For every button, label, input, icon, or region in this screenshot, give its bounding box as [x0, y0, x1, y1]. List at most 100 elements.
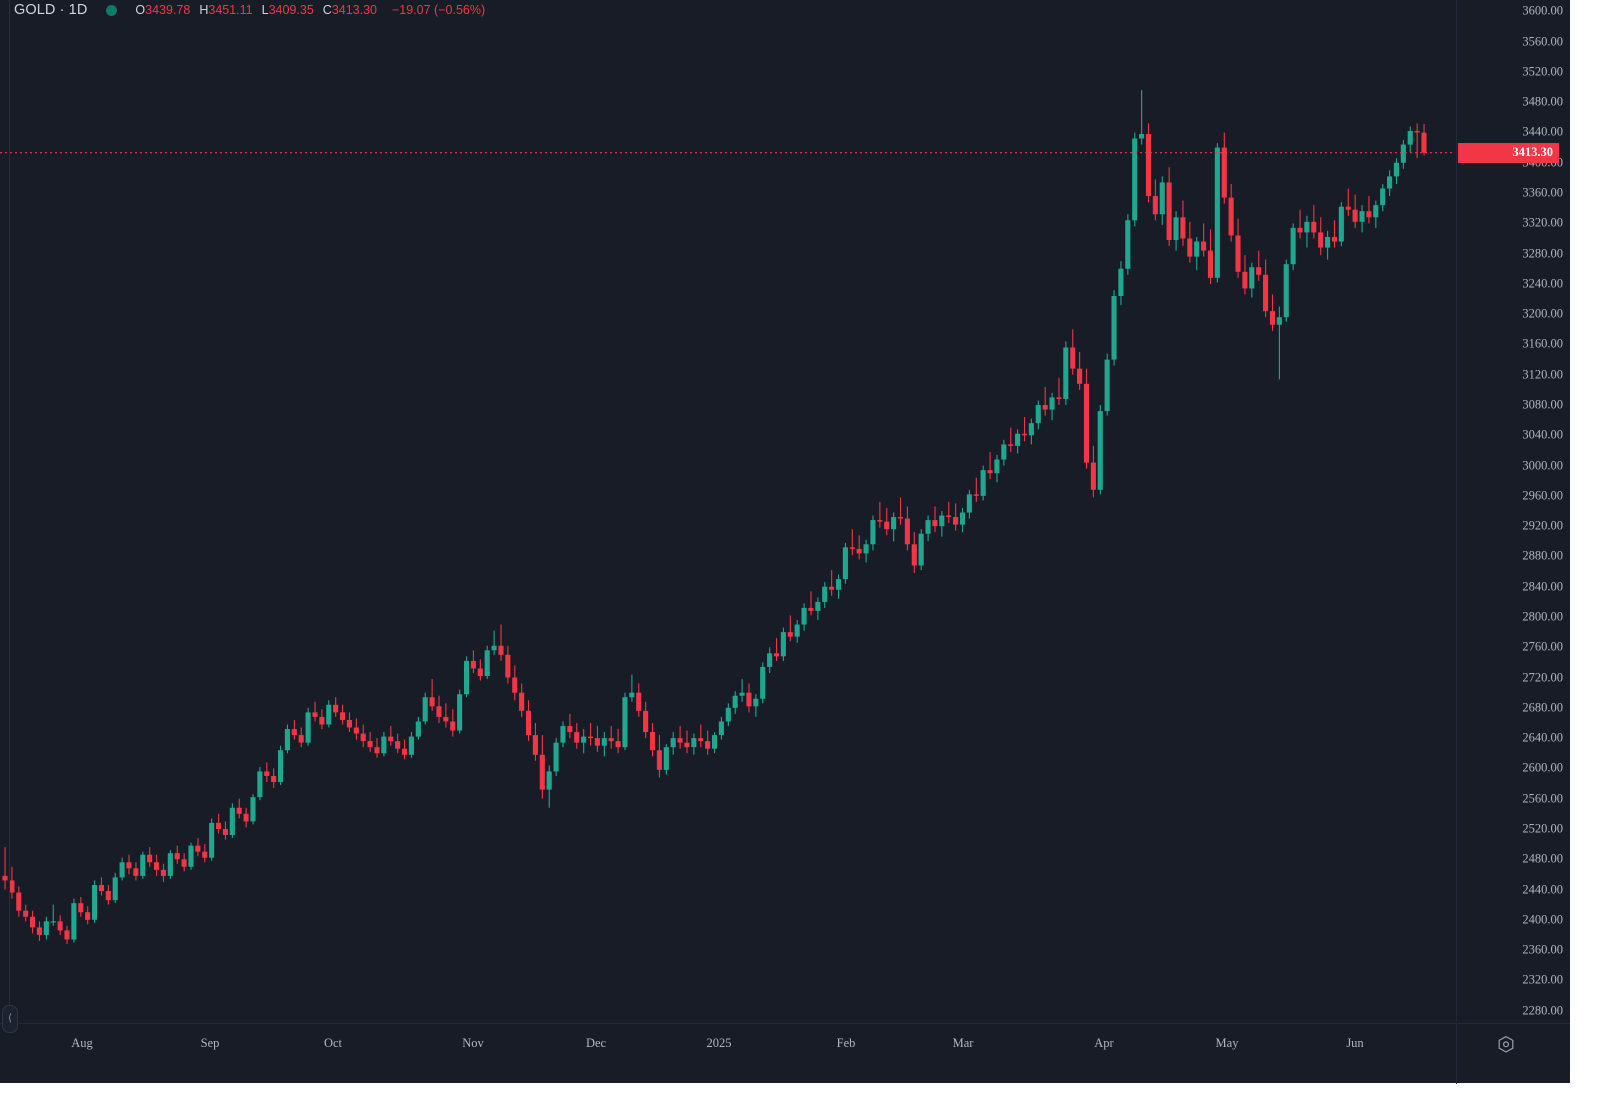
price-tick: 3320.00: [1522, 215, 1563, 230]
time-scale[interactable]: Aug Sep Oct Nov Dec 2025 Feb Mar Apr May Jun: [0, 1023, 1570, 1084]
price-tick: 2880.00: [1522, 548, 1563, 563]
candle-wick: [1203, 223, 1205, 257]
candle-body: [884, 521, 890, 530]
candle-body: [498, 645, 504, 655]
chevron-left-icon: ⟨: [8, 1013, 12, 1024]
time-tick: Sep: [200, 1036, 220, 1050]
candle-body: [649, 732, 656, 751]
symbol-title[interactable]: GOLD · 1D: [14, 2, 88, 18]
candle-body: [388, 736, 394, 742]
chart-legend[interactable]: GOLD · 1D O3439.78 H3451.11 L3409.35 C3413.…: [14, 0, 485, 20]
candle-wick: [1333, 220, 1336, 248]
candle-body: [147, 854, 153, 863]
candle-body: [1249, 267, 1255, 289]
candle-body: [856, 548, 862, 554]
candle-body: [222, 828, 228, 836]
collapse-pane-handle[interactable]: ⟨: [2, 1005, 18, 1033]
target-icon[interactable]: [1495, 1034, 1517, 1056]
time-tick: Jun: [1346, 1036, 1364, 1050]
candle-body: [333, 704, 339, 713]
price-tick: 2280.00: [1522, 1003, 1563, 1018]
candle-body: [691, 738, 697, 748]
candle-body: [1256, 267, 1262, 275]
candle-body: [939, 515, 945, 527]
candle-body: [415, 721, 421, 737]
time-tick: Mar: [952, 1036, 974, 1050]
candle-body: [773, 653, 780, 657]
time-tick: Apr: [1094, 1036, 1114, 1050]
candle-body: [126, 862, 132, 869]
candle-wick: [1347, 188, 1349, 216]
candle-wick: [1044, 386, 1046, 416]
price-tick: 3200.00: [1522, 306, 1563, 321]
candle-body: [801, 607, 807, 625]
candle-body: [925, 520, 931, 534]
candle-wick: [948, 501, 950, 524]
candle-wick: [989, 451, 991, 480]
candle-body: [622, 697, 628, 748]
candle-body: [629, 692, 635, 698]
price-tick: 3160.00: [1522, 336, 1563, 351]
candle-body: [966, 494, 972, 513]
candle-body: [1104, 359, 1110, 412]
candle-body: [656, 750, 662, 770]
candle-body: [360, 733, 366, 742]
candle-body: [298, 735, 304, 743]
candle-wick: [686, 730, 688, 754]
candle-body: [353, 727, 359, 734]
candle-body: [519, 692, 525, 711]
candle-wick: [493, 630, 495, 655]
candle-body: [987, 470, 993, 474]
candle-body: [457, 694, 463, 731]
candle-body: [1325, 236, 1331, 248]
candle-body: [780, 632, 786, 657]
candle-body: [160, 869, 166, 876]
candle-body: [92, 884, 98, 920]
candle-body: [1152, 196, 1158, 215]
price-tick: 2600.00: [1522, 760, 1563, 775]
candle-body: [718, 721, 724, 736]
plot-area[interactable]: [0, 0, 1455, 1022]
candle-body: [677, 738, 683, 743]
candle-body: [877, 520, 883, 522]
candle-body: [401, 748, 408, 755]
candle-wick: [858, 535, 860, 560]
candle-body: [870, 520, 876, 545]
candle-body: [209, 822, 215, 858]
price-tick: 3280.00: [1522, 246, 1563, 261]
candle-body: [1180, 217, 1186, 239]
candle-body: [1173, 217, 1179, 240]
candle-body: [1214, 147, 1220, 278]
price-tick: 2640.00: [1522, 730, 1563, 745]
price-scale[interactable]: 3600.003560.003520.003480.003440.003400.…: [1456, 0, 1571, 1022]
candle-body: [753, 698, 759, 707]
candle-wick: [4, 847, 6, 890]
candle-body: [532, 735, 538, 755]
candle-wick: [1010, 427, 1012, 452]
candle-body: [250, 797, 256, 822]
candle-body: [525, 710, 532, 736]
candle-body: [904, 518, 910, 545]
candle-body: [30, 916, 36, 928]
candle-body: [822, 586, 828, 602]
price-tick: 3360.00: [1522, 185, 1563, 200]
candle-body: [277, 750, 284, 783]
price-tick: 3440.00: [1522, 124, 1563, 139]
low-key: L: [261, 3, 269, 17]
candle-body: [581, 736, 587, 743]
candle-body: [319, 716, 325, 725]
candle-wick: [1058, 377, 1060, 406]
candle-body: [43, 921, 49, 935]
price-tick: 3560.00: [1522, 34, 1563, 49]
candle-body: [470, 660, 476, 669]
time-tick: Feb: [836, 1036, 856, 1050]
candle-body: [842, 547, 848, 580]
candle-body: [71, 903, 77, 940]
high-value: 3451.11: [208, 3, 253, 17]
change-value: −19.07 (−0.56%): [392, 3, 486, 17]
candle-body: [2, 875, 8, 881]
candle-body: [257, 771, 263, 798]
candle-wick: [899, 497, 902, 525]
candle-body: [897, 517, 904, 519]
candle-wick: [610, 726, 612, 749]
